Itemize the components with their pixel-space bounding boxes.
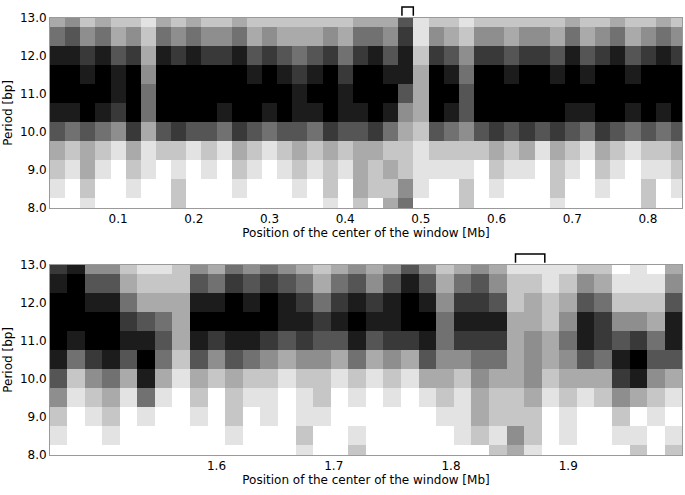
svg-text:13.0: 13.0 (20, 11, 47, 25)
svg-text:11.0: 11.0 (20, 87, 47, 101)
svg-text:1.6: 1.6 (207, 459, 226, 473)
svg-text:0.2: 0.2 (184, 212, 203, 226)
svg-text:8.0: 8.0 (28, 448, 47, 462)
svg-text:9.0: 9.0 (28, 163, 47, 177)
svg-text:9.0: 9.0 (28, 410, 47, 424)
svg-text:Period [bp]: Period [bp] (1, 80, 15, 146)
svg-text:12.0: 12.0 (20, 296, 47, 310)
svg-text:0.4: 0.4 (336, 212, 355, 226)
svg-text:0.6: 0.6 (487, 212, 506, 226)
svg-text:1.7: 1.7 (324, 459, 343, 473)
svg-text:13.0: 13.0 (20, 258, 47, 272)
svg-text:0.8: 0.8 (638, 212, 657, 226)
svg-text:10.0: 10.0 (20, 372, 47, 386)
svg-text:Position of the center of the: Position of the center of the window [Mb… (242, 473, 489, 487)
svg-text:1.8: 1.8 (441, 459, 460, 473)
svg-text:0.5: 0.5 (411, 212, 430, 226)
svg-text:0.3: 0.3 (260, 212, 279, 226)
svg-text:1.9: 1.9 (559, 459, 578, 473)
svg-text:0.7: 0.7 (563, 212, 582, 226)
svg-text:12.0: 12.0 (20, 49, 47, 63)
svg-text:0.1: 0.1 (109, 212, 128, 226)
svg-text:Period [bp]: Period [bp] (1, 327, 15, 393)
svg-text:8.0: 8.0 (28, 201, 47, 215)
svg-text:11.0: 11.0 (20, 334, 47, 348)
svg-text:10.0: 10.0 (20, 125, 47, 139)
svg-text:Position of the center of the: Position of the center of the window [Mb… (242, 226, 489, 240)
